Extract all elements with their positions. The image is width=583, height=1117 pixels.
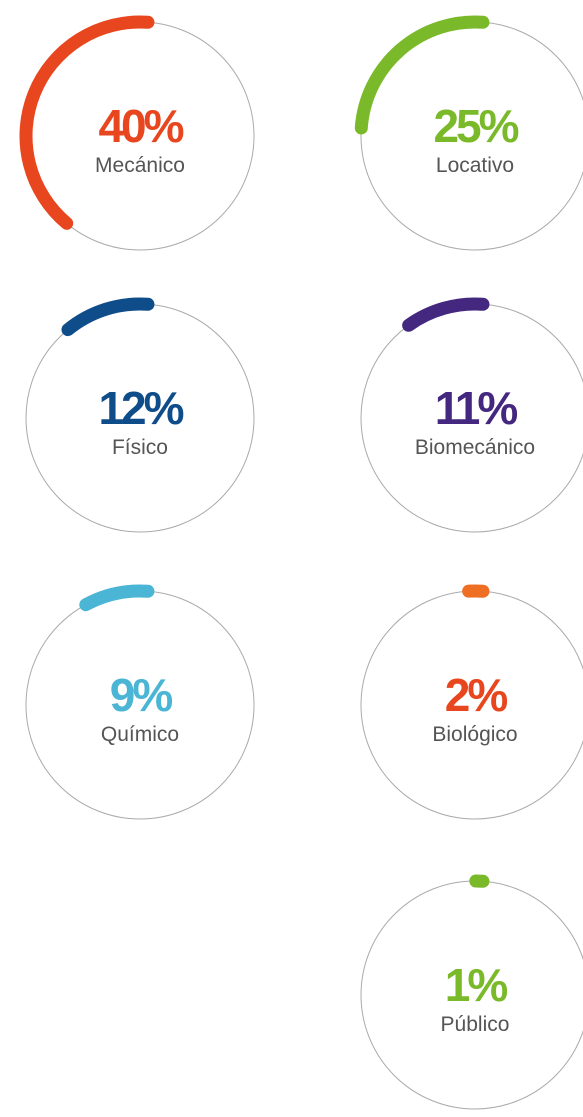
gauge-value: 11%: [435, 382, 518, 434]
gauge-value: 9%: [110, 669, 173, 721]
gauge-value: 2%: [445, 669, 508, 721]
gauge-value: 40%: [98, 100, 183, 152]
gauge-arc: [79, 584, 155, 612]
gauge-value: 25%: [433, 100, 518, 152]
gauge-arc: [354, 15, 490, 135]
gauge-label: Físico: [112, 436, 168, 459]
gauge-value: 1%: [445, 959, 508, 1011]
gauge-label: Mecánico: [95, 154, 185, 177]
gauge-value: 12%: [98, 382, 183, 434]
gauge-label: Biomecánico: [415, 436, 535, 459]
gauge-label: Locativo: [436, 154, 514, 177]
gauge-arc: [402, 297, 490, 332]
gauge-label: Público: [441, 1013, 510, 1036]
gauge-label: Químico: [101, 723, 179, 746]
gauge-arc: [61, 297, 155, 337]
gauge-arc: [19, 15, 155, 230]
gauge-label: Biológico: [432, 723, 517, 746]
